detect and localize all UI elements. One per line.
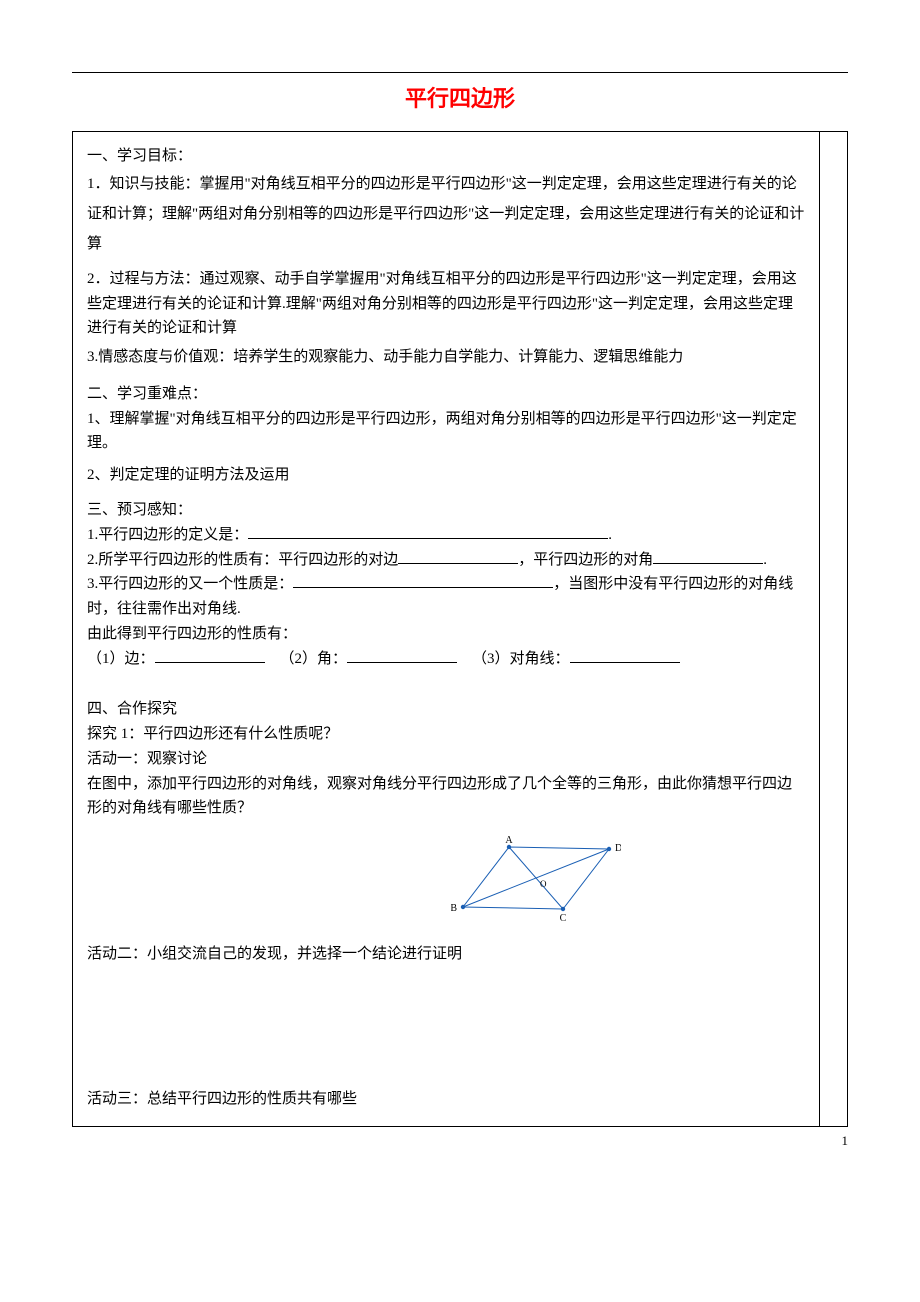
s3-l5b: （2）角：: [280, 651, 348, 667]
blank-diag-prop: [570, 648, 680, 663]
section-4-heading: 四、合作探究: [87, 697, 805, 722]
label-b: B: [451, 903, 457, 914]
document-title: 平行四边形: [72, 81, 848, 113]
section-3-line-4: 由此得到平行四边形的性质有：: [87, 622, 805, 647]
parallelogram-figure: A D B C O: [87, 835, 805, 930]
blank-angles: [653, 549, 763, 564]
section-1-item-1: 1．知识与技能：掌握用"对角线互相平分的四边形是平行四边形"这一判定定理，会用这…: [87, 169, 805, 259]
label-d: D: [615, 843, 621, 854]
page-number: 1: [842, 1133, 849, 1149]
main-cell: 一、学习目标： 1．知识与技能：掌握用"对角线互相平分的四边形是平行四边形"这一…: [73, 132, 820, 1127]
parallelogram-svg: A D B C O: [451, 835, 621, 925]
vertex-c-dot: [561, 907, 565, 911]
vertex-d-dot: [607, 847, 611, 851]
section-2-item-2: 2、判定定理的证明方法及运用: [87, 460, 805, 490]
blank-sides-prop: [155, 648, 265, 663]
section-3-line-5: （1）边： （2）角： （3）对角线：: [87, 647, 805, 672]
s3-l1-text: 1.平行四边形的定义是：: [87, 527, 248, 543]
s3-l5c: （3）对角线：: [472, 651, 570, 667]
section-1-item-2: 2．过程与方法：通过观察、动手自学掌握用"对角线互相平分的四边形是平行四边形"这…: [87, 267, 805, 341]
section-1-item-3: 3.情感态度与价值观：培养学生的观察能力、动手能力自学能力、计算能力、逻辑思维能…: [87, 345, 805, 370]
activity-2: 活动二：小组交流自己的发现，并选择一个结论进行证明: [87, 942, 805, 967]
section-3-heading: 三、预习感知：: [87, 498, 805, 523]
label-o: O: [540, 879, 547, 889]
section-2-item-1: 1、理解掌握"对角线互相平分的四边形是平行四边形，两组对角分别相等的四边形是平行…: [87, 407, 805, 457]
spacer: [87, 967, 805, 1087]
s3-l1-end: .: [608, 527, 612, 543]
explore-1-title: 探究 1：平行四边形还有什么性质呢？: [87, 722, 805, 747]
s3-l2c: .: [763, 552, 767, 568]
section-1-heading: 一、学习目标：: [87, 144, 805, 169]
activity-3: 活动三：总结平行四边形的性质共有哪些: [87, 1087, 805, 1112]
page: 平行四边形 一、学习目标： 1．知识与技能：掌握用"对角线互相平分的四边形是平行…: [0, 0, 920, 1167]
s3-l2a: 2.所学平行四边形的性质有：平行四边形的对边: [87, 552, 398, 568]
blank-another-prop: [293, 573, 553, 588]
section-3-line-3: 3.平行四边形的又一个性质是：，当图形中没有平行四边形的对角线时，往往需作出对角…: [87, 572, 805, 622]
s3-l3a: 3.平行四边形的又一个性质是：: [87, 576, 293, 592]
blank-definition: [248, 524, 608, 539]
section-3-line-2: 2.所学平行四边形的性质有：平行四边形的对边 ，平行四边形的对角.: [87, 548, 805, 573]
section-2-heading: 二、学习重难点：: [87, 382, 805, 407]
label-a: A: [505, 835, 513, 846]
s3-l2b: ，平行四边形的对角: [518, 552, 653, 568]
blank-angles-prop: [347, 648, 457, 663]
content-table: 一、学习目标： 1．知识与技能：掌握用"对角线互相平分的四边形是平行四边形"这一…: [72, 131, 848, 1127]
activity-1-heading: 活动一：观察讨论: [87, 747, 805, 772]
section-3-line-1: 1.平行四边形的定义是：.: [87, 523, 805, 548]
label-c: C: [560, 913, 567, 924]
side-cell: [820, 132, 848, 1127]
blank-sides: [398, 549, 518, 564]
top-rule: [72, 72, 848, 73]
activity-1-body: 在图中，添加平行四边形的对角线，观察对角线分平行四边形成了几个全等的三角形，由此…: [87, 772, 805, 822]
vertex-b-dot: [461, 905, 465, 909]
s3-l5a: （1）边：: [87, 651, 155, 667]
